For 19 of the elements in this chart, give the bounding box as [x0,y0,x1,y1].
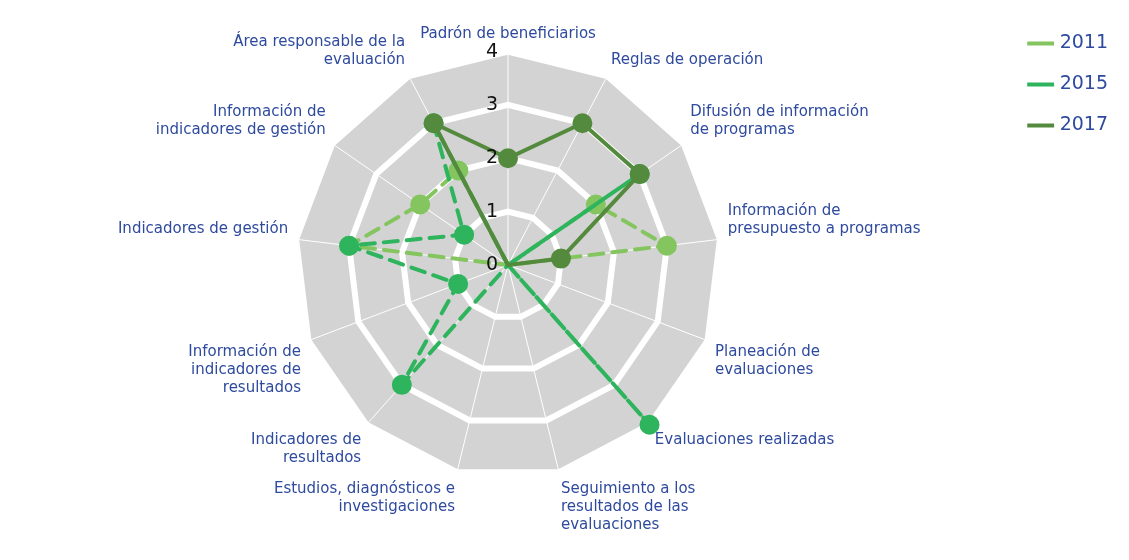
spoke-label: Información de indicadores de resultados [188,342,302,397]
spoke-label: Estudios, diagnósticos e investigaciones [273,478,456,515]
spoke-label: Seguimiento a los resultados de las evaluaciones [560,478,696,533]
y-tick-label: 1 [485,198,499,221]
spoke-label: Información de presupuesto a programas [727,201,921,238]
spoke-label: Planeación de evaluaciones [715,342,820,379]
y-tick-label: 3 [485,91,499,114]
y-tick-label: 0 [485,251,499,274]
spoke-label: Área responsable de la evaluación [233,30,406,68]
spoke-label: Información de indicadores de gestión [155,102,326,139]
spoke-label: Evaluaciones realizadas [654,429,835,448]
legend-label: 2015 [1059,71,1109,94]
y-tick-label: 2 [485,145,499,168]
legend-label: 2017 [1059,112,1109,135]
spoke-label: Indicadores de resultados [251,429,362,466]
spoke-label: Reglas de operación [610,49,764,68]
legend-label: 2011 [1059,30,1109,53]
spoke-label: Difusión de información de programas [690,102,869,139]
spoke-label: Indicadores de gestión [117,219,289,238]
